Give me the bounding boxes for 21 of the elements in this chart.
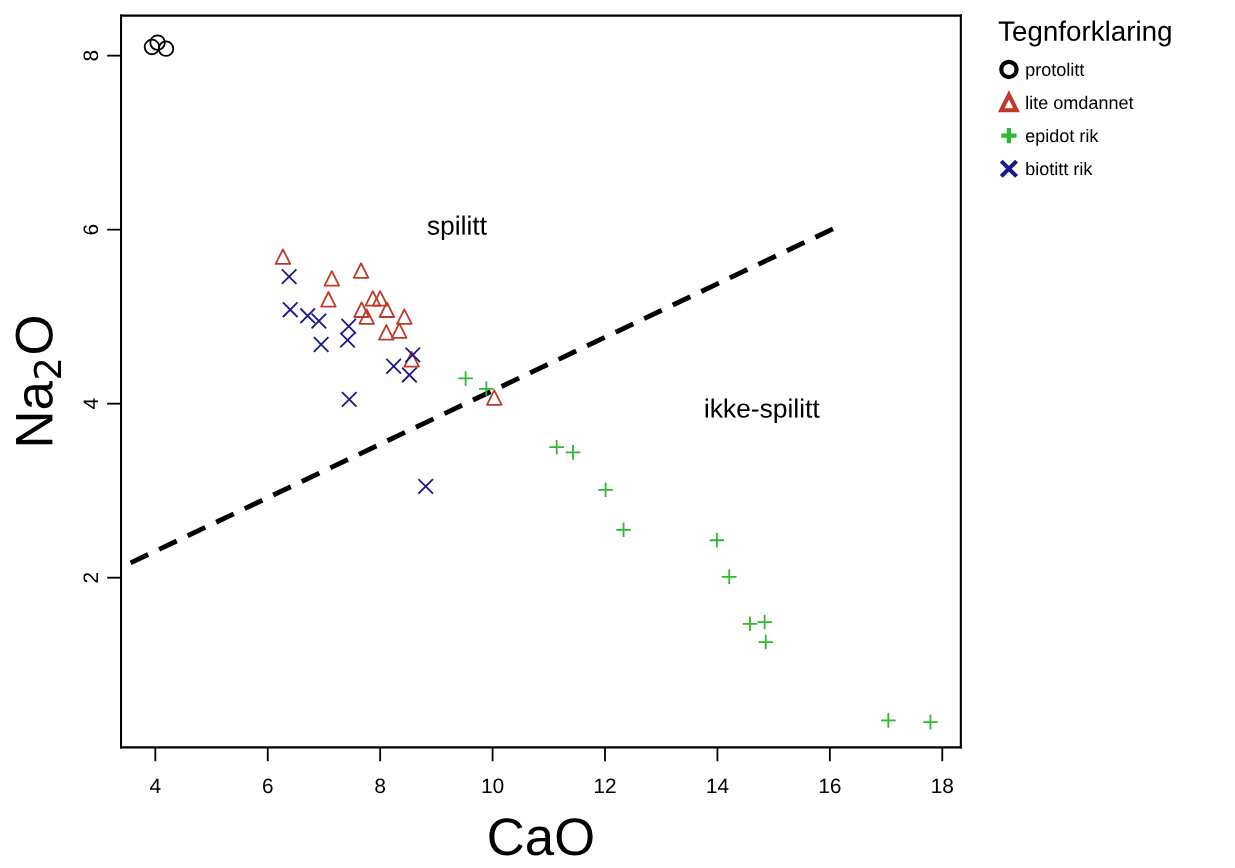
annotation: ikke-spilitt	[705, 398, 820, 424]
y-tick-label: 6	[83, 224, 99, 235]
legend-label: biotitt rik	[1026, 161, 1093, 176]
x-axis-title: CaO	[489, 818, 593, 856]
legend-label: protolitt	[1026, 62, 1085, 80]
y-tick-label: 8	[83, 50, 99, 61]
x-tick-label: 4	[150, 778, 161, 793]
x-tick-label: 12	[595, 778, 616, 793]
x-tick-label: 6	[263, 778, 273, 794]
x-tick-label: 18	[932, 778, 953, 794]
legend-title: Tegnforklaring	[998, 20, 1171, 47]
x-tick-label: 10	[482, 778, 504, 794]
y-tick-label: 2	[83, 572, 98, 583]
x-tick-label: 8	[375, 778, 386, 794]
annotation: spilitt	[427, 215, 487, 241]
legend-label: lite omdannet	[1026, 95, 1134, 110]
legend-label: epidot rik	[1025, 128, 1099, 146]
x-tick-label: 14	[707, 778, 729, 793]
y-axis-title: Na$_{2}$O	[15, 317, 62, 445]
x-tick-label: 16	[819, 778, 841, 794]
y-tick-label: 4	[83, 398, 98, 409]
